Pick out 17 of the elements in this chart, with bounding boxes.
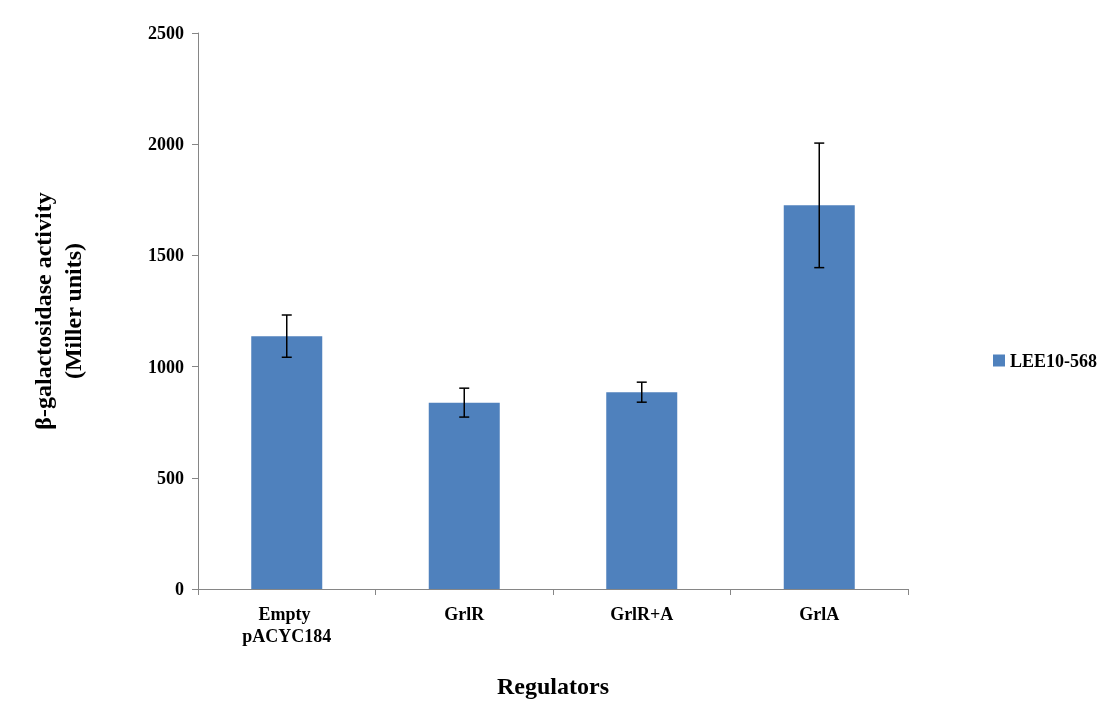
x-tick-label: Empty pACYC184 — [242, 604, 332, 646]
bar — [783, 205, 855, 589]
y-axis-title: β-galactosidase activity (Miller units) — [30, 192, 86, 430]
bar — [251, 336, 323, 589]
y-tick-label: 2500 — [148, 23, 184, 43]
bar — [428, 402, 500, 589]
y-tick-label: 500 — [157, 467, 184, 488]
x-axis-title: Regulators — [497, 673, 609, 699]
x-tick-label: GrlR+A — [610, 604, 674, 624]
bar — [606, 392, 678, 589]
y-tick-label: 1000 — [148, 356, 184, 377]
legend-label: LEE10-568 — [1009, 350, 1097, 371]
x-tick-label: GrlA — [799, 604, 840, 624]
y-tick-label: 0 — [175, 579, 184, 599]
y-tick-label: 1500 — [148, 245, 184, 266]
y-tick-label: 2000 — [148, 134, 184, 155]
x-tick-label: GrlR — [444, 604, 486, 624]
